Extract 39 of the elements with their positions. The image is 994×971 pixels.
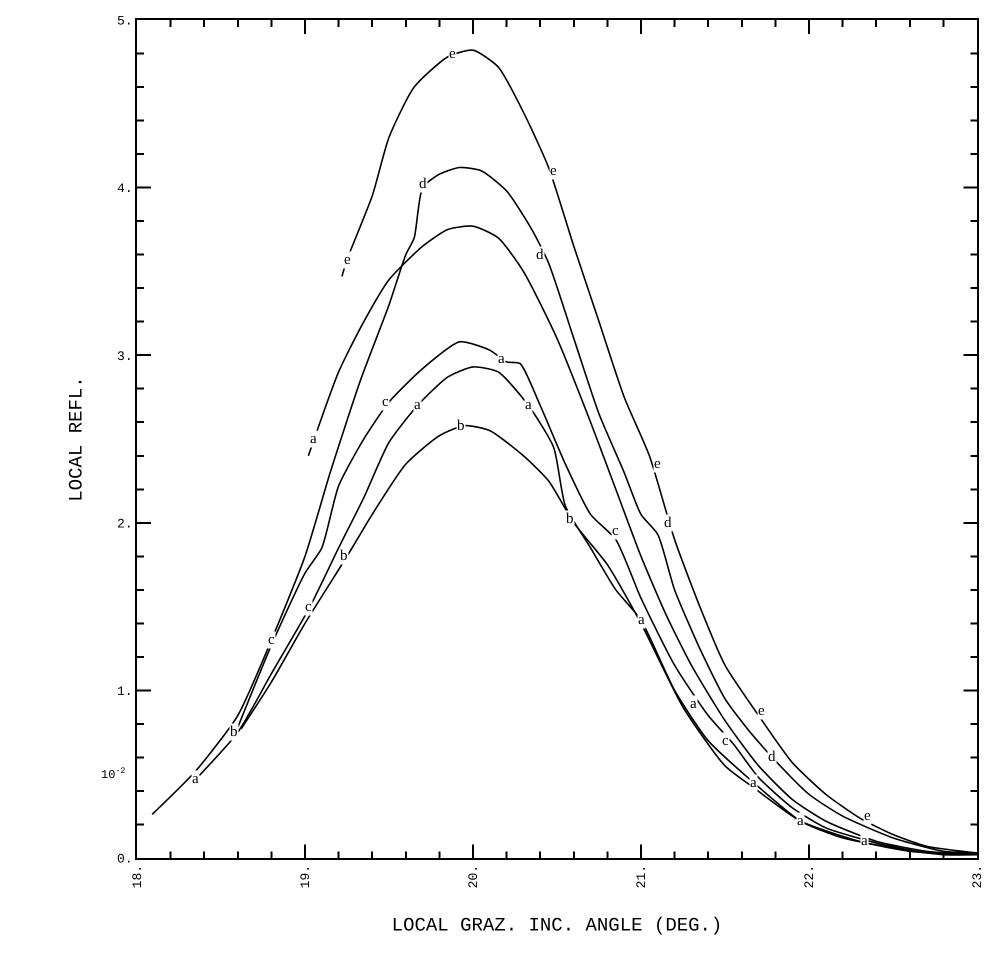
x-tick-label: 21. xyxy=(634,864,650,888)
annotation: a xyxy=(861,833,868,849)
annotation: b xyxy=(457,418,464,434)
annotation: e xyxy=(654,456,661,472)
annotation: c xyxy=(612,523,619,539)
y-tick-label: 4. xyxy=(117,181,133,196)
x-axis-title: LOCAL GRAZ. INC. ANGLE (DEG.) xyxy=(392,914,722,937)
y-tick-label: 0. xyxy=(117,852,133,867)
annotation: a xyxy=(797,813,804,829)
annotation: a xyxy=(690,696,697,712)
annotation: a xyxy=(638,612,645,628)
y-tick-label: 2. xyxy=(117,516,133,532)
x-tick-label: 20. xyxy=(466,864,482,888)
annotation: a xyxy=(414,397,421,413)
y-axis-title: LOCAL REFL. xyxy=(65,376,88,502)
annotation: a xyxy=(750,775,757,791)
annotation: a xyxy=(192,771,199,787)
annotation: e xyxy=(550,163,557,179)
annotation: a xyxy=(310,431,317,447)
x-tick-label: 22. xyxy=(802,864,818,888)
annotation: d xyxy=(768,749,776,765)
y-tick-label: 3. xyxy=(117,348,133,364)
annotation: e xyxy=(864,808,871,824)
annotation: c xyxy=(305,599,312,615)
y-tick-label: 5. xyxy=(117,14,133,29)
annotation: e xyxy=(758,703,765,719)
x-tick-label: 19. xyxy=(298,864,314,888)
y-tick-label: 1. xyxy=(117,684,133,699)
annotation: b xyxy=(566,511,574,527)
annotation: e xyxy=(449,46,456,62)
annotation: a xyxy=(525,397,532,413)
x-tick-label: 23. xyxy=(970,864,986,888)
annotation: a xyxy=(498,351,505,367)
x-tick-label: 18. xyxy=(130,864,146,888)
annotation: c xyxy=(722,733,729,749)
annotation: d xyxy=(536,247,544,263)
text: 10$^{-2}$ xyxy=(101,766,126,782)
annotation: b xyxy=(230,724,238,740)
annotation: d xyxy=(664,515,672,531)
